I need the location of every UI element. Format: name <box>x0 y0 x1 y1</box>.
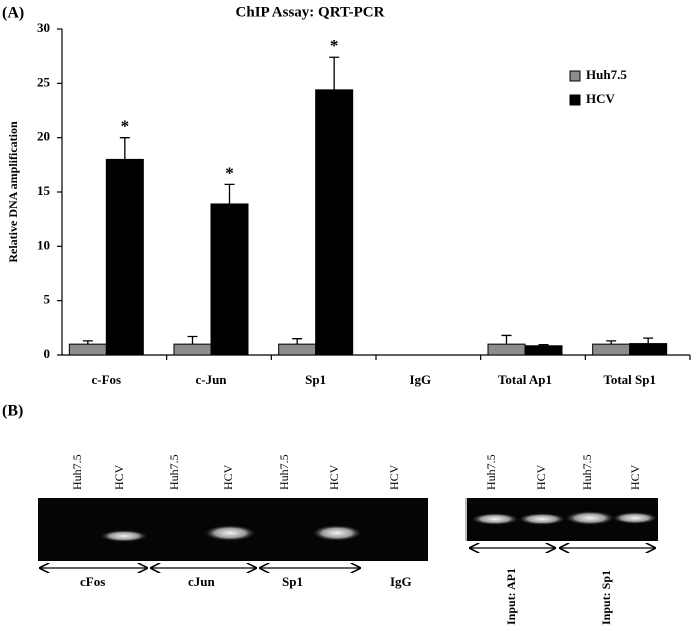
x-tick-label: Total Ap1 <box>498 372 552 387</box>
y-tick-label: 25 <box>37 74 51 89</box>
gel-band <box>312 525 362 541</box>
bar <box>487 343 526 356</box>
error-bar <box>292 338 303 345</box>
y-tick-label: 20 <box>37 129 50 144</box>
lane-label: HCV <box>534 464 548 490</box>
y-axis-label: Relative DNA amplification <box>6 121 20 263</box>
y-tick-label: 30 <box>37 20 50 35</box>
bar <box>592 343 631 356</box>
legend-label: Huh7.5 <box>586 67 627 82</box>
gel-band <box>100 530 148 542</box>
bar <box>629 343 668 356</box>
group-label: Input: AP1 <box>504 568 518 625</box>
gel-band <box>612 512 658 524</box>
panel-label: (B) <box>2 403 23 420</box>
arrows <box>40 548 655 568</box>
legend-label: HCV <box>586 91 616 106</box>
annotation: * <box>330 36 339 55</box>
bar <box>173 343 212 356</box>
bar <box>210 203 249 356</box>
lane-label: Huh7.5 <box>580 454 594 490</box>
gel-band <box>518 513 566 525</box>
lane-label: HCV <box>628 464 642 490</box>
annotation: * <box>225 163 234 182</box>
error-bar <box>82 340 93 345</box>
x-tick-label: c-Fos <box>92 372 122 387</box>
group-label: cJun <box>188 574 216 589</box>
group-label: Input: Sp1 <box>599 570 613 625</box>
group-label: IgG <box>390 574 412 589</box>
group-label: Sp1 <box>282 574 303 589</box>
lane-label: HCV <box>112 464 126 490</box>
lane-label: Huh7.5 <box>167 454 181 490</box>
bar <box>278 343 317 356</box>
error-bar <box>329 56 340 90</box>
error-bar <box>187 335 198 345</box>
chart-title: ChIP Assay: QRT-PCR <box>236 4 385 20</box>
error-bar <box>606 340 617 345</box>
y-tick-label: 5 <box>44 292 51 307</box>
lane-label: Huh7.5 <box>484 454 498 490</box>
bar <box>524 345 563 356</box>
group-label: cFos <box>80 574 105 589</box>
error-bar <box>538 344 549 346</box>
lane-label: HCV <box>327 464 341 490</box>
annotation: * <box>121 117 130 136</box>
lane-label: Huh7.5 <box>277 454 291 490</box>
lane-label: HCV <box>221 464 235 490</box>
error-bar <box>119 137 130 160</box>
x-tick-label: Total Sp1 <box>603 372 656 387</box>
error-bar <box>643 337 654 344</box>
gel-band <box>204 525 256 541</box>
x-tick-label: IgG <box>409 372 431 387</box>
legend-swatch <box>569 94 581 106</box>
y-tick-label: 15 <box>37 183 51 198</box>
gel-band <box>565 511 615 525</box>
bar <box>68 343 107 356</box>
bar <box>315 89 354 356</box>
gel-band <box>471 513 519 525</box>
lane-label: Huh7.5 <box>70 454 84 490</box>
panel-label: (A) <box>2 5 24 22</box>
bar <box>105 158 144 356</box>
x-tick-label: Sp1 <box>305 372 326 387</box>
lane-label: HCV <box>387 464 401 490</box>
x-tick-label: c-Jun <box>195 372 227 387</box>
y-tick-label: 0 <box>44 346 51 361</box>
error-bar <box>224 183 235 204</box>
y-tick-label: 10 <box>37 237 50 252</box>
legend-swatch <box>569 70 581 82</box>
error-bar <box>501 334 512 345</box>
